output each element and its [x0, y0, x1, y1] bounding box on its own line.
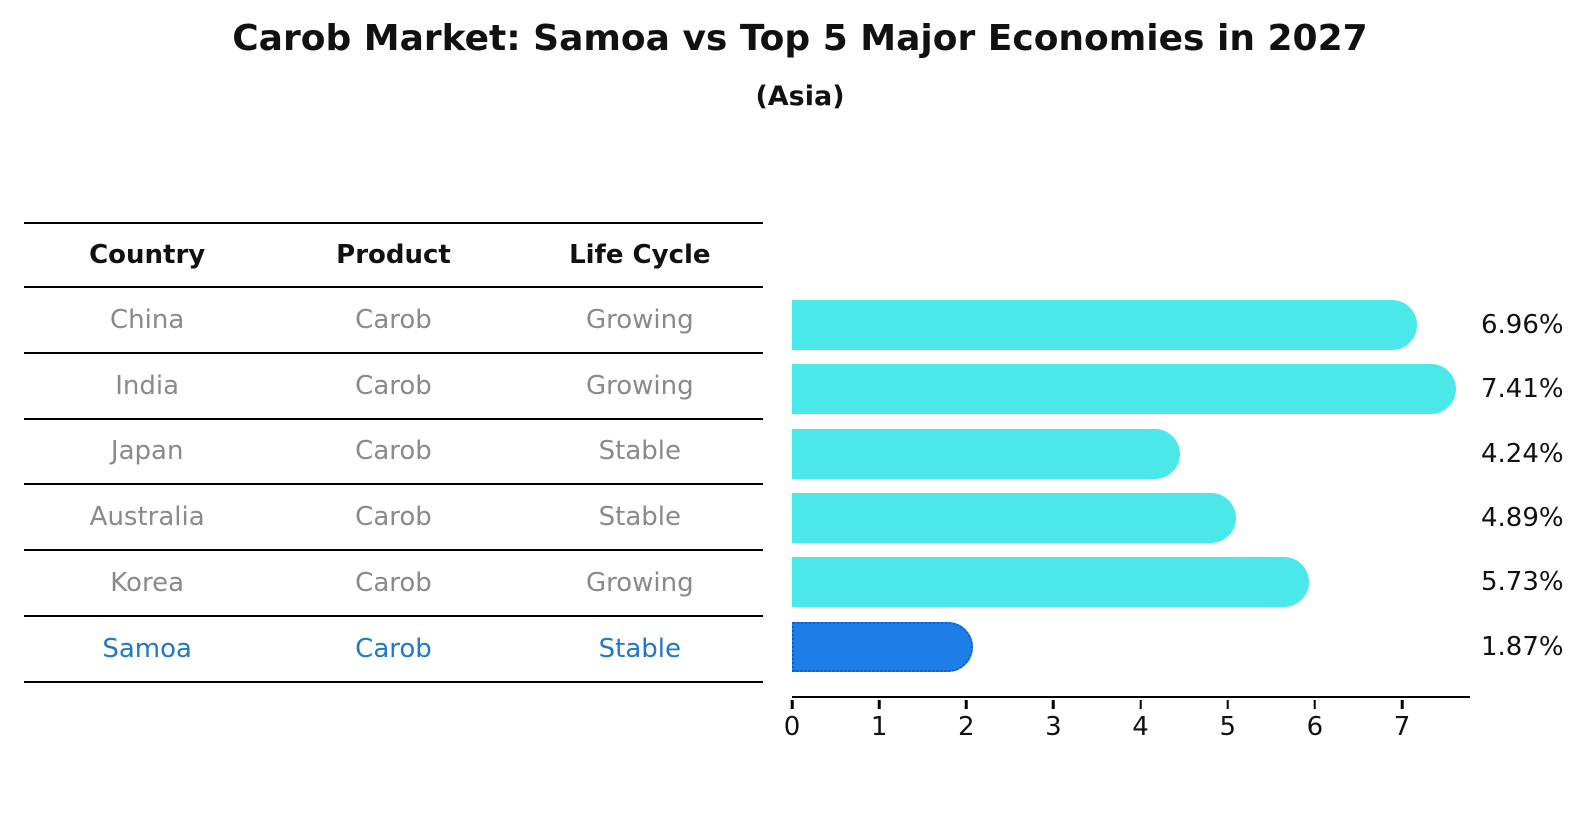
x-tick-3: 3	[1045, 700, 1062, 742]
table-header-row: Country Product Life Cycle	[24, 222, 763, 288]
data-table: Country Product Life Cycle China Carob Gro…	[24, 222, 763, 683]
bar-value-label-india: 7.41%	[1481, 374, 1564, 405]
table-row-japan: Japan Carob Stable	[24, 420, 763, 486]
product-cell: Carob	[355, 568, 432, 599]
chart-subtitle: (Asia)	[755, 81, 845, 112]
life-cycle-cell: Stable	[598, 502, 681, 533]
bar-australia	[792, 492, 1237, 543]
x-tick-label: 2	[958, 712, 975, 742]
bar-japan	[792, 428, 1180, 479]
country-cell: Samoa	[102, 633, 192, 664]
bar-value-label-china: 6.96%	[1481, 310, 1564, 340]
x-tick-label: 5	[1219, 712, 1236, 742]
product-cell: Carob	[355, 633, 432, 664]
x-tick-0: 0	[783, 700, 801, 742]
bar-value-label-australia: 4.89%	[1481, 502, 1564, 533]
x-tick-mark	[965, 700, 968, 709]
country-cell: India	[115, 370, 180, 401]
x-tick-mark	[1400, 700, 1404, 709]
x-tick-label: 1	[870, 712, 888, 742]
header-cell-country: Country	[89, 240, 206, 270]
x-tick-1: 1	[870, 700, 888, 742]
table-row-korea: Korea Carob Growing	[24, 551, 763, 617]
life-cycle-cell: Stable	[598, 436, 681, 467]
x-tick-4: 4	[1132, 700, 1149, 742]
product-cell: Carob	[355, 436, 432, 467]
life-cycle-cell: Growing	[585, 568, 694, 599]
x-tick-7: 7	[1393, 700, 1411, 742]
bar-india	[792, 364, 1456, 415]
product-cell: Carob	[355, 370, 432, 401]
table-row-china: China Carob Growing	[24, 288, 763, 354]
bar-value-label-samoa: 1.87%	[1481, 631, 1564, 662]
x-tick-6: 6	[1306, 700, 1324, 742]
table-row-australia: Australia Carob Stable	[24, 485, 763, 552]
product-cell: Carob	[355, 304, 432, 335]
product-cell: Carob	[355, 502, 432, 533]
x-tick-mark	[877, 700, 881, 709]
bar-samoa	[792, 621, 973, 672]
bar-value-label-korea: 5.73%	[1481, 567, 1564, 598]
life-cycle-cell: Stable	[598, 633, 681, 664]
table-row-india: India Carob Growing	[24, 354, 763, 420]
life-cycle-cell: Growing	[585, 304, 694, 335]
plot-area	[792, 300, 1470, 691]
x-tick-mark	[1052, 700, 1055, 709]
x-tick-mark	[1139, 700, 1142, 709]
x-tick-mark	[1226, 700, 1229, 709]
x-tick-label: 3	[1045, 712, 1062, 742]
x-tick-5: 5	[1219, 700, 1236, 742]
x-tick-mark	[790, 700, 794, 709]
country-cell: Australia	[89, 502, 205, 533]
header-cell-product: Product	[336, 240, 451, 270]
x-tick-label: 6	[1306, 712, 1324, 742]
country-cell: Korea	[110, 568, 185, 599]
header-cell-life-cycle: Life Cycle	[569, 240, 711, 270]
x-tick-2: 2	[958, 700, 975, 742]
x-tick-label: 4	[1132, 712, 1149, 742]
bar-korea	[792, 557, 1310, 608]
page-title: Carob Market: Samoa vs Top 5 Major Econo…	[232, 18, 1368, 59]
bar-value-label-japan: 4.24%	[1481, 438, 1564, 469]
country-cell: China	[110, 304, 185, 335]
life-cycle-cell: Growing	[585, 370, 694, 401]
table-row-samoa: Samoa Carob Stable	[24, 617, 763, 683]
table-body: China Carob Growing India Carob Growing Japan C…	[24, 288, 763, 683]
country-cell: Japan	[110, 436, 184, 467]
x-tick-mark	[1313, 700, 1317, 709]
x-tick-label: 0	[783, 712, 801, 742]
x-tick-label: 7	[1393, 712, 1411, 742]
x-axis: 0 1 2 3 4 5 6 7	[784, 696, 1470, 742]
bar-china	[792, 300, 1417, 350]
